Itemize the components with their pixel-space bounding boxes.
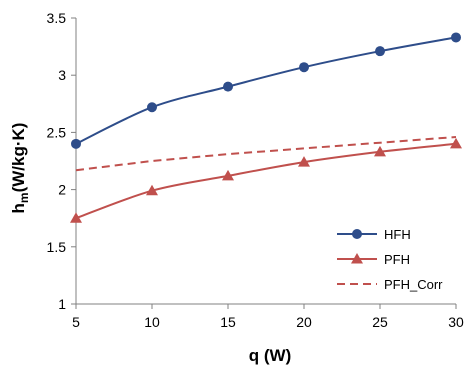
y-tick-label: 1.5 (47, 239, 67, 255)
y-axis-title-units: (W/kg·K) (9, 123, 28, 193)
x-tick-label: 25 (372, 314, 388, 330)
series-hfh (71, 32, 461, 149)
tick-labels: 1 1.5 2 2.5 3 3.5 5 10 15 20 25 30 (47, 10, 464, 330)
data-point-pfh (450, 137, 462, 149)
data-point-hfh (223, 81, 233, 92)
data-point-pfh (70, 212, 82, 223)
data-point-hfh (299, 62, 309, 73)
x-tick-label: 20 (296, 314, 312, 330)
x-tick-label: 15 (220, 314, 236, 330)
y-tick-label: 2.5 (47, 124, 67, 140)
series-line-pfh-corr (75, 136, 457, 172)
series-line-hfh (75, 36, 457, 145)
legend: HFH PFH PFH_Corr (337, 227, 443, 292)
y-axis-title-subscript: m (17, 192, 31, 203)
legend-label: PFH (384, 252, 410, 267)
data-point-pfh (298, 156, 310, 167)
y-tick-label: 1 (58, 296, 66, 312)
legend-label: PFH_Corr (384, 277, 443, 292)
y-tick-label: 3 (58, 67, 66, 83)
x-tick-label: 10 (144, 314, 160, 330)
x-tick-label: 30 (448, 314, 464, 330)
y-axis-title: hm(W/kg·K) (9, 123, 31, 214)
series-layer (70, 32, 462, 223)
data-point-pfh (222, 169, 234, 181)
series-pfh-corr (75, 136, 457, 172)
x-tick-label: 5 (72, 314, 80, 330)
data-point-pfh (374, 145, 386, 157)
legend-item-pfh: PFH (337, 252, 410, 267)
legend-marker (352, 229, 362, 239)
y-axis-title-main: h (9, 203, 28, 213)
legend-item-pfh-corr: PFH_Corr (337, 277, 443, 292)
data-point-hfh (147, 102, 157, 113)
series-line-pfh (75, 142, 457, 220)
series-pfh (70, 137, 462, 223)
data-point-hfh (71, 138, 81, 149)
legend-label: HFH (384, 227, 411, 242)
data-point-hfh (375, 46, 385, 57)
data-point-pfh (146, 184, 158, 196)
x-axis-title: q (W) (249, 346, 291, 365)
svg-text:hm(W/kg·K): hm(W/kg·K) (9, 123, 31, 214)
data-point-hfh (451, 32, 461, 43)
legend-marker (351, 253, 363, 264)
y-tick-label: 2 (58, 182, 66, 198)
legend-item-hfh: HFH (337, 227, 411, 242)
y-tick-label: 3.5 (47, 10, 67, 26)
axes (71, 17, 457, 309)
